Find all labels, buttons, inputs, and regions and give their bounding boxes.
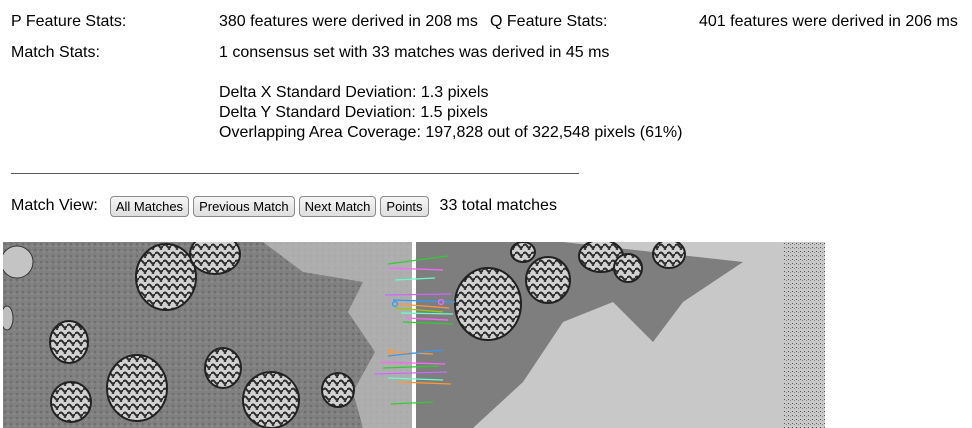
match-lines <box>374 255 456 405</box>
delta-x-stat: Delta X Standard Deviation: 1.3 pixels <box>219 84 489 101</box>
section-divider <box>11 173 579 174</box>
points-button[interactable]: Points <box>380 195 429 217</box>
all-matches-button[interactable]: All Matches <box>109 195 190 217</box>
previous-match-button[interactable]: Previous Match <box>193 195 295 217</box>
p-feature-stats-value: 380 features were derived in 208 ms <box>219 13 478 30</box>
match-stats-label: Match Stats: <box>11 44 100 61</box>
delta-y-stat: Delta Y Standard Deviation: 1.5 pixels <box>219 104 488 121</box>
match-stats-value: 1 consensus set with 33 matches was deri… <box>219 44 610 61</box>
match-view-toolbar: Match View: All Matches Previous Match N… <box>11 195 557 217</box>
total-matches-count: 33 total matches <box>439 197 557 214</box>
match-view-label: Match View: <box>11 197 98 214</box>
right-em-image <box>416 242 825 428</box>
match-visualization <box>3 242 825 428</box>
overlap-coverage-stat: Overlapping Area Coverage: 197,828 out o… <box>219 124 683 141</box>
match-image-panel[interactable] <box>3 242 825 428</box>
p-feature-stats-label: P Feature Stats: <box>11 13 127 30</box>
left-em-image <box>3 242 412 428</box>
feature-stats-row: P Feature Stats: 380 features were deriv… <box>0 11 972 33</box>
match-details: Delta X Standard Deviation: 1.3 pixels D… <box>219 83 682 143</box>
match-stats-row: Match Stats: 1 consensus set with 33 mat… <box>0 42 972 64</box>
q-feature-stats-label: Q Feature Stats: <box>490 13 608 30</box>
next-match-button[interactable]: Next Match <box>298 195 377 217</box>
q-feature-stats-value: 401 features were derived in 206 ms <box>699 13 958 30</box>
